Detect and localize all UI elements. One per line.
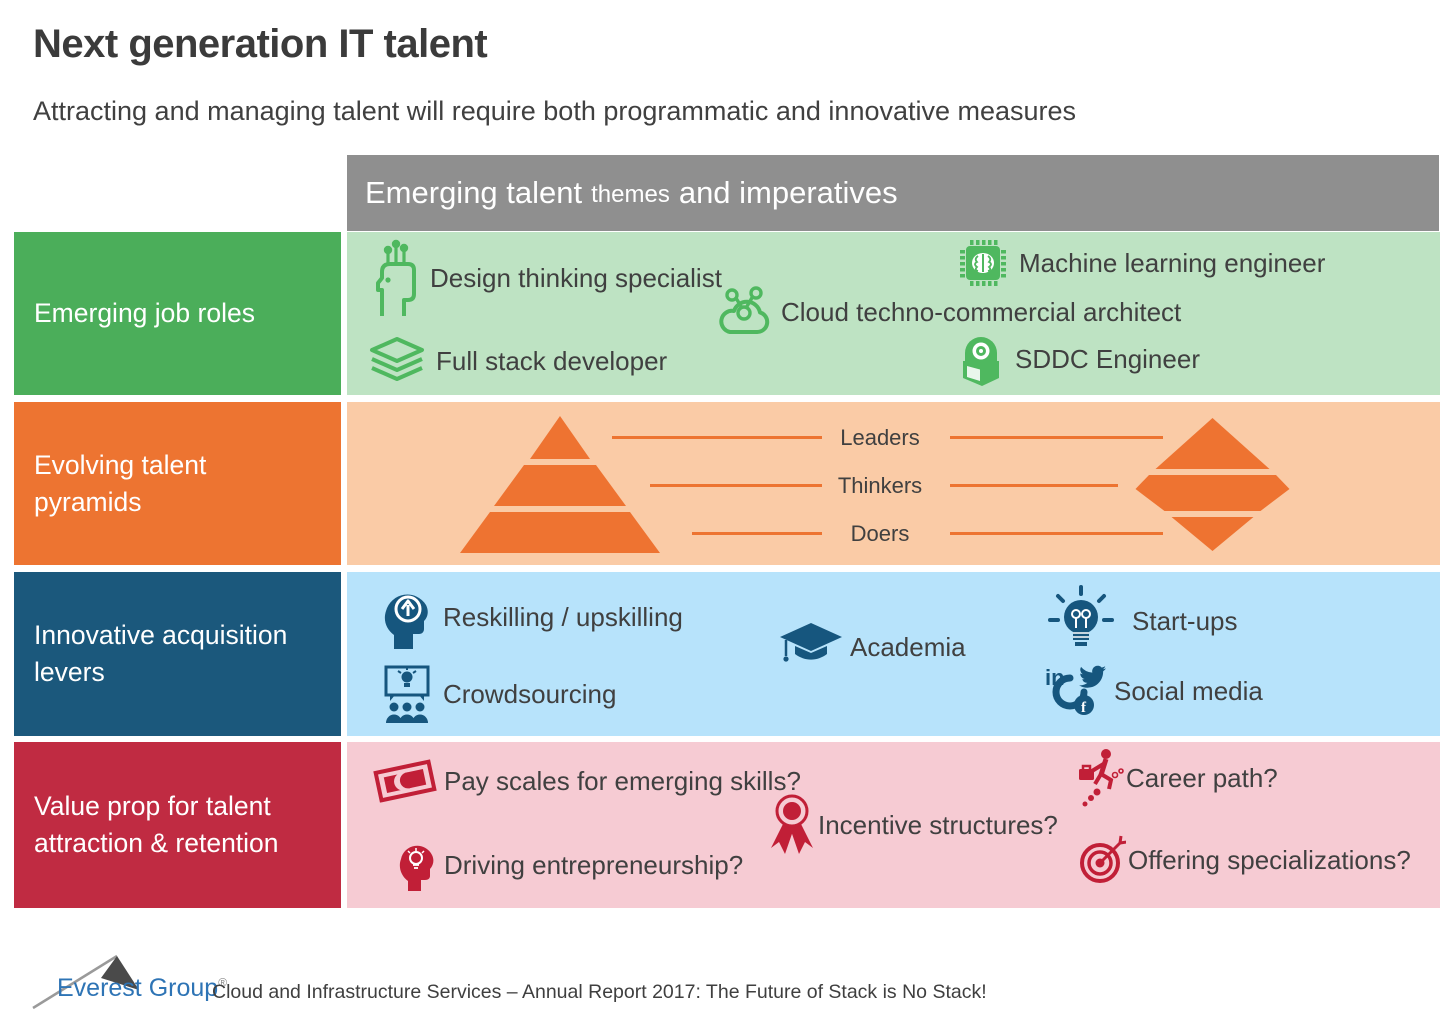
pyramid-level-thinkers: Thinkers xyxy=(837,473,923,498)
social-media-icons: in f xyxy=(1045,665,1106,716)
career-climb-icon xyxy=(1079,749,1124,807)
value-career-path: Career path? xyxy=(1078,748,1278,808)
reskilling-head-icon xyxy=(384,594,428,649)
job-role-cloud-architect: Cloud techno-commercial architect xyxy=(717,286,1181,338)
row-label-emerging-job-roles: Emerging job roles xyxy=(14,232,341,395)
job-role-label: Full stack developer xyxy=(436,345,668,376)
value-incentives: Incentive structures? xyxy=(770,792,1058,858)
footer-caption: Cloud and Infrastructure Services – Annu… xyxy=(212,981,987,1003)
thinkers-left-line xyxy=(650,484,822,487)
talent-pyramid-graphic xyxy=(460,416,660,553)
job-role-label: Machine learning engineer xyxy=(1019,247,1326,278)
design-thinking-icon xyxy=(376,239,416,316)
row-label-acquisition-levers: Innovative acquisition levers xyxy=(14,572,341,736)
value-label: Incentive structures? xyxy=(818,809,1058,840)
lever-academia: Academia xyxy=(778,620,966,674)
cloud-network-icon xyxy=(719,286,770,335)
thinkers-right-line xyxy=(950,484,1118,487)
everest-group-wordmark: Everest Group® xyxy=(57,974,228,1002)
banknote-icon xyxy=(373,759,437,803)
lever-startups: Start-ups xyxy=(1046,584,1238,658)
lever-crowdsourcing: Crowdsourcing xyxy=(381,664,616,724)
job-role-full-stack: Full stack developer xyxy=(368,335,667,387)
page-title: Next generation IT talent xyxy=(33,22,488,66)
sddc-engineer-icon xyxy=(963,337,999,386)
row-content-acquisition-levers xyxy=(347,572,1440,736)
target-dart-icon xyxy=(1080,835,1126,883)
header-title-part3: and imperatives xyxy=(678,175,898,210)
job-role-label: SDDC Engineer xyxy=(1015,343,1200,374)
doers-left-line xyxy=(692,532,822,535)
lever-label: Start-ups xyxy=(1132,605,1238,636)
row-content-value-prop xyxy=(347,742,1440,908)
page-subtitle: Attracting and managing talent will requ… xyxy=(33,96,1077,126)
stacked-layers-icon xyxy=(370,337,424,381)
lightbulb-idea-icon xyxy=(1048,585,1114,646)
value-entrepreneurship: Driving entrepreneurship? xyxy=(398,838,743,892)
award-ribbon-icon xyxy=(771,794,813,854)
head-lightbulb-icon xyxy=(399,845,434,891)
value-specializations: Offering specializations? xyxy=(1078,834,1411,886)
graduation-cap-icon xyxy=(780,623,842,662)
machine-learning-chip-icon xyxy=(960,240,1006,286)
crowdsourcing-icon xyxy=(384,665,430,723)
lever-label: Reskilling / upskilling xyxy=(443,601,683,632)
value-label: Career path? xyxy=(1126,762,1278,793)
job-role-label: Design thinking specialist xyxy=(430,262,722,293)
svg-text:f: f xyxy=(1081,700,1087,716)
talent-diamond-graphic xyxy=(1135,418,1290,551)
row-label-talent-pyramids: Evolving talent pyramids xyxy=(14,402,341,565)
lever-reskilling: Reskilling / upskilling xyxy=(381,584,683,650)
value-label: Offering specializations? xyxy=(1128,844,1411,875)
registered-mark: ® xyxy=(218,975,228,990)
header-bar: Emerging talent themes and imperatives xyxy=(347,155,1439,231)
job-role-sddc: SDDC Engineer xyxy=(957,331,1200,387)
leaders-left-line xyxy=(612,436,822,439)
job-role-design-thinking: Design thinking specialist xyxy=(372,238,722,318)
value-label: Driving entrepreneurship? xyxy=(444,849,744,880)
row-label-value-prop: Value prop for talent attraction & reten… xyxy=(14,742,341,908)
job-role-machine-learning: Machine learning engineer xyxy=(957,237,1325,289)
leaders-right-line xyxy=(950,436,1163,439)
value-pay-scales: Pay scales for emerging skills? xyxy=(372,754,801,808)
lever-social-media: in f Social media xyxy=(1044,662,1263,720)
row-content-emerging-job-roles xyxy=(347,232,1440,395)
lever-label: Academia xyxy=(850,631,966,662)
pyramid-level-leaders: Leaders xyxy=(840,425,920,450)
header-title-part1: Emerging talent xyxy=(365,175,583,210)
lever-label: Social media xyxy=(1114,675,1263,706)
everest-group-logo-mountain-icon xyxy=(32,954,139,1010)
doers-right-line xyxy=(950,532,1163,535)
pyramid-level-doers: Doers xyxy=(850,521,910,546)
value-label: Pay scales for emerging skills? xyxy=(444,765,801,796)
header-title-part2: themes xyxy=(591,181,670,208)
job-role-label: Cloud techno-commercial architect xyxy=(781,296,1182,327)
lever-label: Crowdsourcing xyxy=(443,678,617,709)
